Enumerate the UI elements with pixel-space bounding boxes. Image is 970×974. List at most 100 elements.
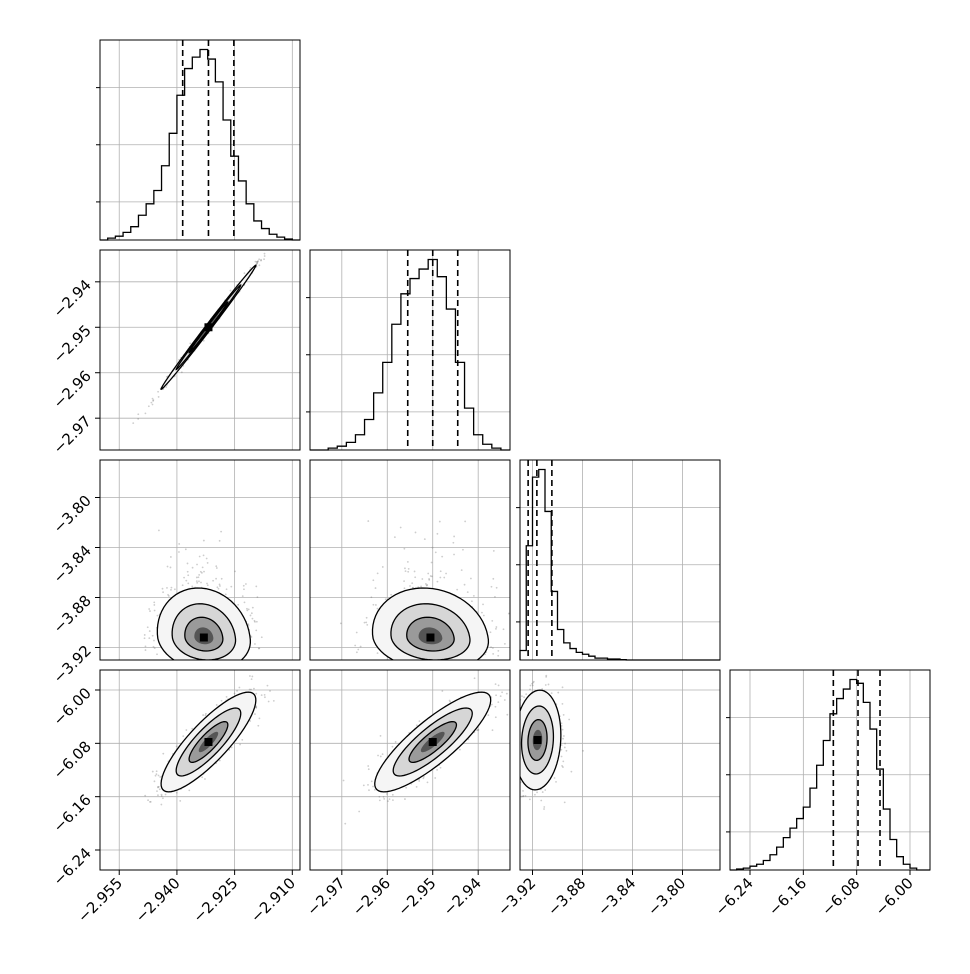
panel-content: [505, 666, 720, 870]
sample-point: [405, 787, 407, 789]
sample-point: [413, 665, 415, 667]
sample-point: [218, 672, 220, 674]
sample-point: [249, 675, 251, 677]
sample-point: [403, 548, 405, 550]
sample-point: [252, 618, 254, 620]
sample-point: [145, 412, 147, 414]
sample-point: [386, 793, 388, 795]
sample-point: [404, 587, 406, 589]
panel-content: [310, 460, 510, 677]
density-peak: [429, 738, 437, 746]
sample-point: [194, 665, 196, 667]
sample-point: [522, 790, 524, 792]
sample-point: [152, 771, 154, 773]
sample-point: [364, 622, 366, 624]
sample-point: [198, 662, 200, 664]
sample-point: [397, 671, 399, 673]
sample-point: [187, 563, 189, 565]
scatter-panel-2-1: [100, 250, 300, 450]
sample-point: [191, 728, 193, 730]
sample-point: [212, 580, 214, 582]
sample-point: [148, 637, 150, 639]
sample-point: [239, 744, 241, 746]
sample-point: [236, 662, 238, 664]
sample-point: [452, 542, 454, 544]
sample-point: [441, 556, 443, 558]
sample-point: [416, 724, 418, 726]
sample-point: [404, 664, 406, 666]
sample-point: [209, 661, 211, 663]
sample-point: [343, 780, 345, 782]
sample-point: [244, 601, 246, 603]
sample-point: [234, 570, 236, 572]
sample-point: [428, 671, 430, 673]
sample-point: [218, 672, 220, 674]
sample-point: [157, 786, 159, 788]
sample-point: [344, 823, 346, 825]
sample-point: [243, 588, 245, 590]
sample-point: [203, 571, 205, 573]
sample-point: [447, 662, 449, 664]
sample-point: [189, 342, 191, 344]
sample-point: [224, 665, 226, 667]
sample-point: [470, 662, 472, 664]
sample-point: [182, 661, 184, 663]
sample-point: [517, 764, 519, 766]
sample-point: [495, 628, 497, 630]
sample-point: [241, 739, 243, 741]
sample-point: [161, 794, 163, 796]
sample-point: [464, 521, 466, 523]
sample-point: [440, 665, 442, 667]
sample-point: [436, 769, 438, 771]
sample-point: [404, 798, 406, 800]
sample-point: [196, 577, 198, 579]
sample-point: [408, 568, 410, 570]
sample-point: [242, 595, 244, 597]
sample-point: [183, 577, 185, 579]
sample-point: [423, 672, 425, 674]
sample-point: [198, 666, 200, 668]
sample-point: [208, 667, 210, 669]
sample-point: [449, 701, 451, 703]
sample-point: [228, 662, 230, 664]
sample-point: [496, 587, 498, 589]
sample-point: [243, 585, 245, 587]
sample-point: [158, 530, 160, 532]
sample-point: [340, 622, 342, 624]
sample-point: [432, 547, 434, 549]
panel-frame: [520, 460, 720, 660]
sample-point: [497, 650, 499, 652]
sample-point: [366, 617, 368, 619]
sample-point: [518, 735, 520, 737]
scatter-panel-4-1: [100, 670, 300, 870]
sample-point: [515, 712, 517, 714]
sample-point: [185, 729, 187, 731]
sample-point: [407, 571, 409, 573]
sample-point: [158, 775, 160, 777]
sample-point: [476, 729, 478, 731]
sample-point: [418, 780, 420, 782]
sample-point: [165, 794, 167, 796]
sample-point: [157, 391, 159, 393]
sample-point: [505, 726, 507, 728]
sample-point: [354, 645, 356, 647]
sample-point: [258, 258, 260, 260]
sample-point: [230, 586, 232, 588]
sample-point: [431, 562, 433, 564]
sample-point: [392, 799, 394, 801]
sample-point: [144, 637, 146, 639]
sample-point: [407, 666, 409, 668]
sample-point: [529, 799, 531, 801]
sample-point: [145, 645, 147, 647]
sample-point: [490, 646, 492, 648]
sample-point: [226, 696, 228, 698]
sample-point: [162, 588, 164, 590]
sample-point: [226, 588, 228, 590]
sample-point: [199, 556, 201, 558]
sample-point: [372, 579, 374, 581]
sample-point: [562, 729, 564, 731]
sample-point: [237, 604, 239, 606]
sample-point: [221, 578, 223, 580]
sample-point: [408, 667, 410, 669]
